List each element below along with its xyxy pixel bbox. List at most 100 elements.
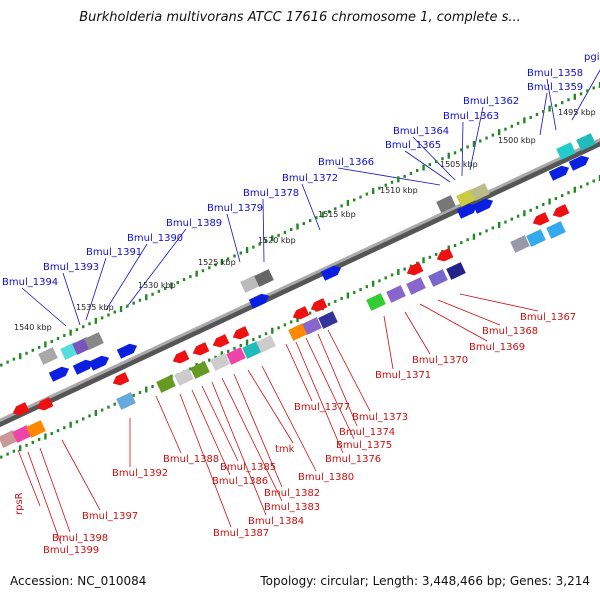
lower-track-tick [422, 257, 425, 264]
upper-track-tick [132, 301, 135, 305]
genome-stats-text: Topology: circular; Length: 3,448,466 bp… [260, 574, 590, 588]
upper-track-tick [119, 306, 123, 313]
upper-feature-box [470, 183, 490, 201]
lower-gene-label: Bmul_1384 [248, 516, 304, 527]
forward-gene-arrow [456, 203, 478, 219]
lower-track-tick [37, 437, 41, 441]
lower-track-tick [453, 244, 457, 248]
forward-gene-arrow [548, 165, 570, 181]
upper-track-tick [145, 294, 148, 301]
lower-label-leader [261, 365, 317, 472]
lower-track-tick [245, 339, 249, 346]
upper-track-tick [491, 133, 495, 137]
lower-track-tick [560, 194, 564, 198]
lower-track-tick [214, 355, 217, 359]
upper-label-leader [412, 136, 456, 181]
lower-gene-label: Bmul_1375 [336, 440, 392, 451]
reverse-gene-arrow [192, 342, 210, 356]
upper-gene-label: Bmul_1390 [127, 233, 183, 244]
lower-track-tick [346, 292, 350, 299]
lower-track-tick [460, 241, 463, 245]
lower-track-tick [296, 316, 299, 322]
lower-gene-label: Bmul_1368 [482, 326, 538, 337]
upper-gene-label: Bmul_1372 [282, 173, 338, 184]
scale-label: 1495 kbp [558, 108, 596, 117]
lower-track-tick [258, 335, 261, 339]
lower-feature-box [242, 341, 262, 359]
upper-track-tick [258, 242, 261, 246]
lower-track-tick [397, 269, 400, 275]
lower-track-tick [283, 323, 287, 327]
lower-label-leader [27, 451, 62, 545]
lower-feature-box [226, 347, 246, 365]
upper-track-tick [163, 286, 167, 290]
lower-label-leader [247, 369, 294, 444]
upper-track-tick [0, 363, 3, 367]
lower-track-tick [485, 229, 488, 233]
lower-gene-label: Bmul_1385 [220, 462, 276, 473]
upper-label-leader [301, 183, 321, 231]
upper-gene-label: Bmul_1359 [527, 82, 583, 93]
upper-track-tick [359, 195, 362, 199]
upper-track-tick [239, 251, 242, 255]
upper-track-tick [44, 341, 47, 348]
upper-track-tick [12, 357, 16, 361]
upper-track-tick [271, 235, 274, 242]
lower-gene-label: Bmul_1380 [298, 472, 354, 483]
reverse-gene-arrow [36, 397, 54, 411]
upper-track-tick [283, 230, 287, 234]
upper-track-tick [264, 239, 268, 243]
lower-track-tick [434, 252, 438, 256]
lower-label-leader [201, 385, 239, 462]
upper-gene-label: Bmul_1391 [86, 247, 142, 258]
scale-label: 1500 kbp [498, 136, 536, 145]
lower-track-tick [264, 332, 268, 336]
lower-feature-box [12, 425, 32, 443]
lower-track-tick [75, 420, 79, 424]
lower-track-tick [94, 410, 98, 416]
upper-gene-label: Bmul_1366 [318, 157, 374, 168]
upper-gene-label: Bmul_1364 [393, 126, 449, 137]
upper-gene-label: pgi [584, 52, 599, 63]
upper-gene-label: Bmul_1393 [43, 262, 99, 273]
lower-label-leader [179, 393, 232, 528]
upper-feature-box [240, 275, 260, 293]
forward-gene-arrow [48, 366, 70, 382]
lower-track-tick [371, 280, 375, 287]
upper-feature-box [436, 195, 456, 213]
upper-track-tick [453, 151, 457, 155]
upper-track-tick [510, 124, 513, 128]
lower-track-tick [132, 393, 135, 397]
upper-label-leader [404, 150, 451, 183]
lower-track-tick [327, 302, 331, 306]
lower-track-tick [554, 197, 558, 201]
upper-track-tick [37, 345, 41, 349]
lower-track-tick [365, 285, 369, 289]
lower-track-tick [69, 421, 72, 428]
lower-track-tick [579, 185, 583, 189]
reverse-gene-arrow [406, 262, 424, 276]
lower-gene-label: Bmul_1399 [43, 545, 99, 556]
lower-feature-box [428, 269, 448, 287]
lower-feature-box [156, 375, 176, 393]
upper-track-tick [485, 136, 488, 140]
upper-track-tick [277, 233, 280, 237]
lower-feature-box [210, 353, 230, 371]
upper-track-tick [592, 86, 595, 90]
upper-track-tick [378, 186, 381, 190]
upper-track-tick [113, 310, 116, 314]
upper-track-tick [497, 129, 501, 136]
lower-track-tick [107, 405, 110, 409]
reverse-gene-arrow [292, 306, 310, 320]
lower-label-leader [305, 337, 355, 440]
lower-gene-label: Bmul_1370 [412, 355, 468, 366]
lower-track-tick [63, 426, 66, 430]
lower-feature-box [0, 430, 18, 448]
reverse-gene-arrow [112, 372, 130, 386]
lower-track-tick [497, 222, 501, 228]
upper-track-tick [302, 222, 306, 226]
upper-feature-box [84, 332, 104, 350]
upper-track-tick [208, 266, 211, 270]
upper-track-tick [19, 353, 22, 360]
